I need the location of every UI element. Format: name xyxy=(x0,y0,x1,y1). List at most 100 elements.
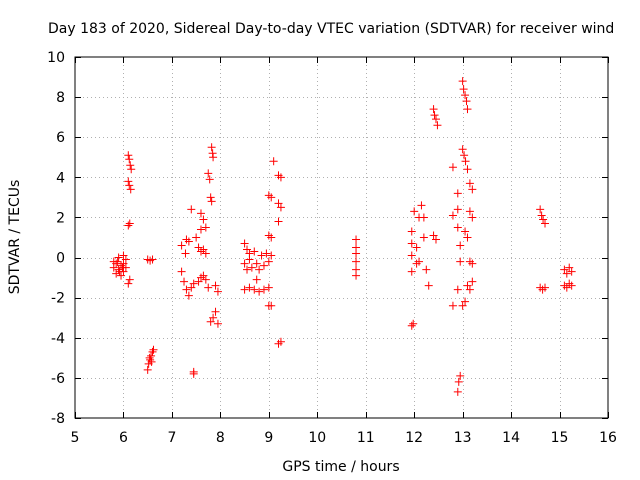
data-point xyxy=(201,275,210,284)
data-point xyxy=(187,205,196,214)
data-point xyxy=(539,215,548,224)
data-point xyxy=(407,227,416,236)
data-point xyxy=(211,307,220,316)
data-point xyxy=(119,259,128,268)
data-point xyxy=(250,285,259,294)
data-point xyxy=(196,225,205,234)
data-point xyxy=(465,179,474,188)
x-axis: 5 6 7 8 9 10 11 12 13 14 15 16 xyxy=(71,57,617,446)
x-tick-label: 11 xyxy=(357,430,375,446)
data-point xyxy=(431,115,440,124)
y-tick-label: -6 xyxy=(51,371,65,387)
data-point xyxy=(429,231,438,240)
data-point xyxy=(352,271,361,280)
data-point xyxy=(240,259,249,268)
data-point xyxy=(250,247,259,256)
data-points xyxy=(109,77,576,396)
data-point xyxy=(192,233,201,242)
data-point xyxy=(201,223,210,232)
data-point xyxy=(181,249,190,258)
data-point xyxy=(276,203,285,212)
data-point xyxy=(114,265,123,274)
data-point xyxy=(196,209,205,218)
x-tick-label: 13 xyxy=(454,430,472,446)
data-point xyxy=(259,285,268,294)
data-point xyxy=(121,255,130,264)
data-point xyxy=(267,251,276,260)
data-point xyxy=(124,221,133,230)
data-point xyxy=(189,279,198,288)
data-point xyxy=(541,283,550,292)
data-point xyxy=(463,165,472,174)
data-point xyxy=(462,97,471,106)
data-point xyxy=(209,153,218,162)
data-point xyxy=(204,283,213,292)
x-tick-label: 12 xyxy=(405,430,423,446)
data-point xyxy=(417,201,426,210)
plot-frame xyxy=(74,56,609,419)
data-point xyxy=(213,287,222,296)
data-point xyxy=(262,249,271,258)
x-tick-label: 10 xyxy=(308,430,326,446)
chart-title: Day 183 of 2020, Sidereal Day-to-day VTE… xyxy=(48,21,614,37)
y-tick-label: 4 xyxy=(56,170,65,186)
x-tick-label: 6 xyxy=(119,430,128,446)
data-point xyxy=(560,265,569,274)
data-point xyxy=(541,219,550,228)
x-tick-label: 5 xyxy=(71,430,80,446)
data-point xyxy=(124,279,133,288)
data-point xyxy=(407,251,416,260)
data-point xyxy=(213,319,222,328)
data-point xyxy=(458,145,467,154)
y-tick-label: 6 xyxy=(56,130,65,146)
data-point xyxy=(352,249,361,258)
x-tick-label: 16 xyxy=(599,430,617,446)
data-point xyxy=(252,275,261,284)
data-point xyxy=(240,239,249,248)
data-point xyxy=(276,173,285,182)
x-tick-label: 9 xyxy=(264,430,273,446)
data-point xyxy=(109,263,118,272)
data-point xyxy=(204,169,213,178)
data-point xyxy=(145,353,154,362)
data-point xyxy=(205,175,214,184)
data-point xyxy=(407,321,416,330)
y-tick-label: 8 xyxy=(56,90,65,106)
data-point xyxy=(245,255,254,264)
grid-lines xyxy=(75,57,608,418)
data-point xyxy=(453,189,462,198)
data-point xyxy=(453,223,462,232)
y-tick-label: -4 xyxy=(51,331,65,347)
data-point xyxy=(429,105,438,114)
data-point xyxy=(465,285,474,294)
data-point xyxy=(274,199,283,208)
data-point xyxy=(422,265,431,274)
data-point xyxy=(458,77,467,86)
data-point xyxy=(410,207,419,216)
x-tick-label: 8 xyxy=(216,430,225,446)
data-point xyxy=(252,259,261,268)
data-point xyxy=(407,239,416,248)
data-point xyxy=(409,319,418,328)
data-point xyxy=(124,177,133,186)
data-point xyxy=(448,163,457,172)
data-point xyxy=(126,185,135,194)
data-point xyxy=(562,283,571,292)
data-point xyxy=(147,357,156,366)
data-point xyxy=(255,287,264,296)
data-point xyxy=(189,369,198,378)
data-point xyxy=(448,211,457,220)
data-point xyxy=(209,313,218,322)
data-point xyxy=(567,267,576,276)
data-point xyxy=(243,265,252,274)
data-point xyxy=(143,365,152,374)
data-point xyxy=(448,301,457,310)
data-point xyxy=(352,235,361,244)
y-tick-label: 10 xyxy=(47,50,65,66)
data-point xyxy=(112,259,121,268)
data-point xyxy=(240,285,249,294)
data-point xyxy=(201,249,210,258)
data-point xyxy=(274,339,283,348)
data-point xyxy=(187,283,196,292)
data-point xyxy=(453,285,462,294)
